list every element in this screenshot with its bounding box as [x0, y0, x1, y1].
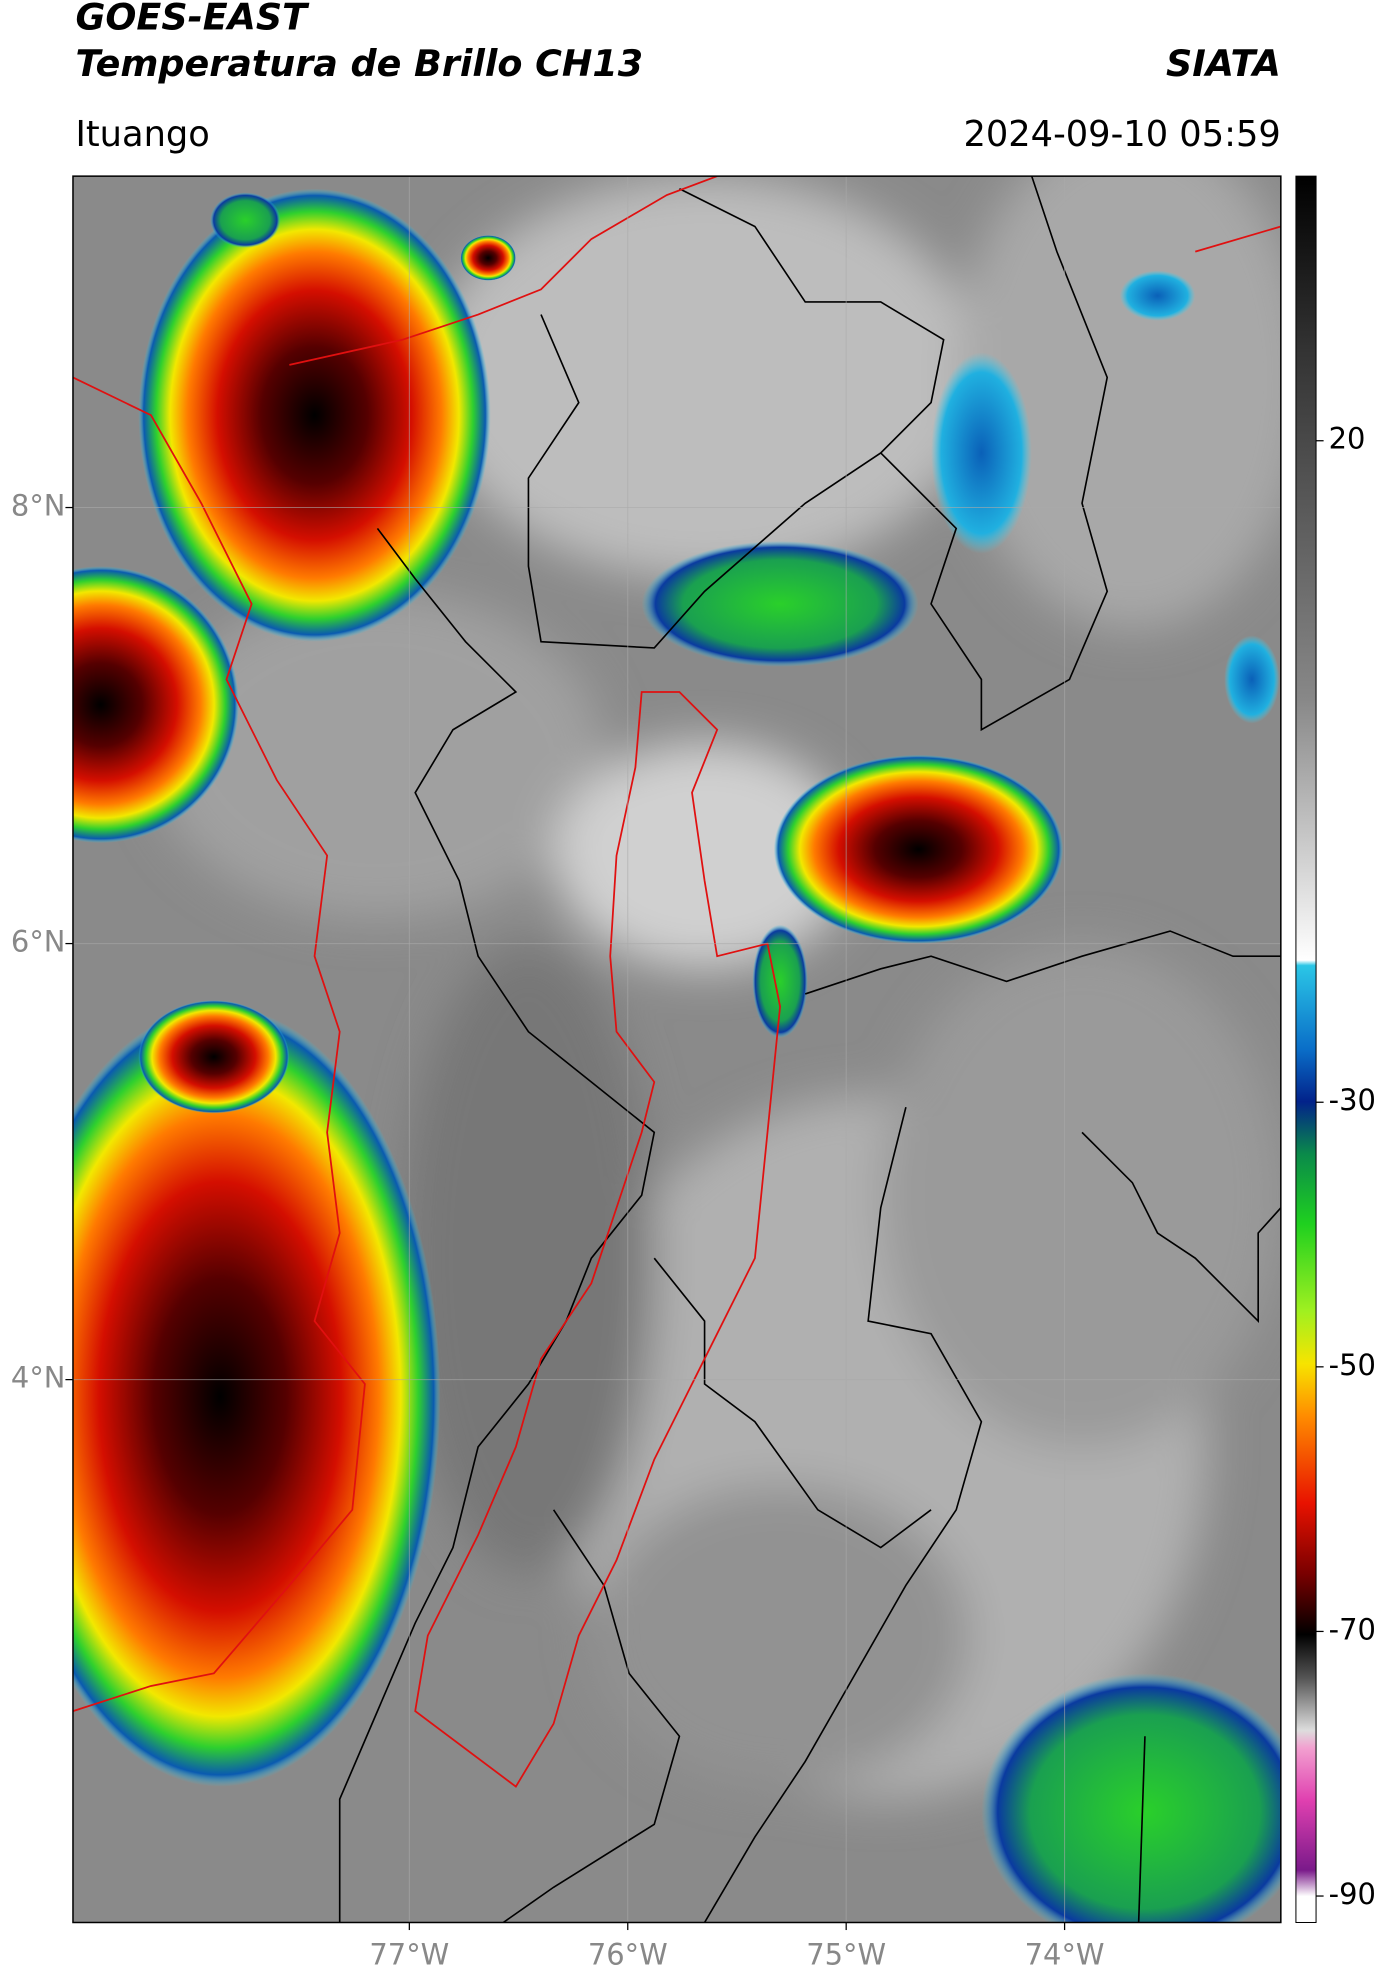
- lat-tick-label: 6°N: [11, 925, 66, 959]
- lon-tick-label: 75°W: [806, 1937, 886, 1971]
- colorbar-tick-label: -90: [1329, 1877, 1376, 1911]
- map: [72, 176, 1281, 1923]
- colorbar-tick-label: -30: [1329, 1083, 1376, 1117]
- lat-tick-label: 4°N: [11, 1361, 66, 1395]
- colorbar-tick-label: -50: [1329, 1348, 1376, 1382]
- colorbar-tick-label: 20: [1329, 422, 1366, 456]
- datetime: 2024-09-10 05:59: [963, 114, 1280, 155]
- colorbar-tick-label: -70: [1329, 1612, 1376, 1646]
- subtitle: Temperatura de Brillo CH13: [75, 42, 643, 85]
- lon-tick-label: 76°W: [588, 1937, 668, 1971]
- location: Ituango: [75, 114, 209, 155]
- source: SIATA: [1166, 42, 1281, 85]
- lon-tick-label: 74°W: [1025, 1937, 1105, 1971]
- lon-tick-label: 77°W: [369, 1937, 449, 1971]
- graticule: [72, 176, 1281, 1923]
- title: GOES-EAST: [75, 0, 310, 38]
- colorbar: [1295, 175, 1317, 1923]
- lat-tick-label: 8°N: [11, 489, 66, 523]
- storms: [72, 188, 1281, 1923]
- map-frame: [72, 175, 1282, 1924]
